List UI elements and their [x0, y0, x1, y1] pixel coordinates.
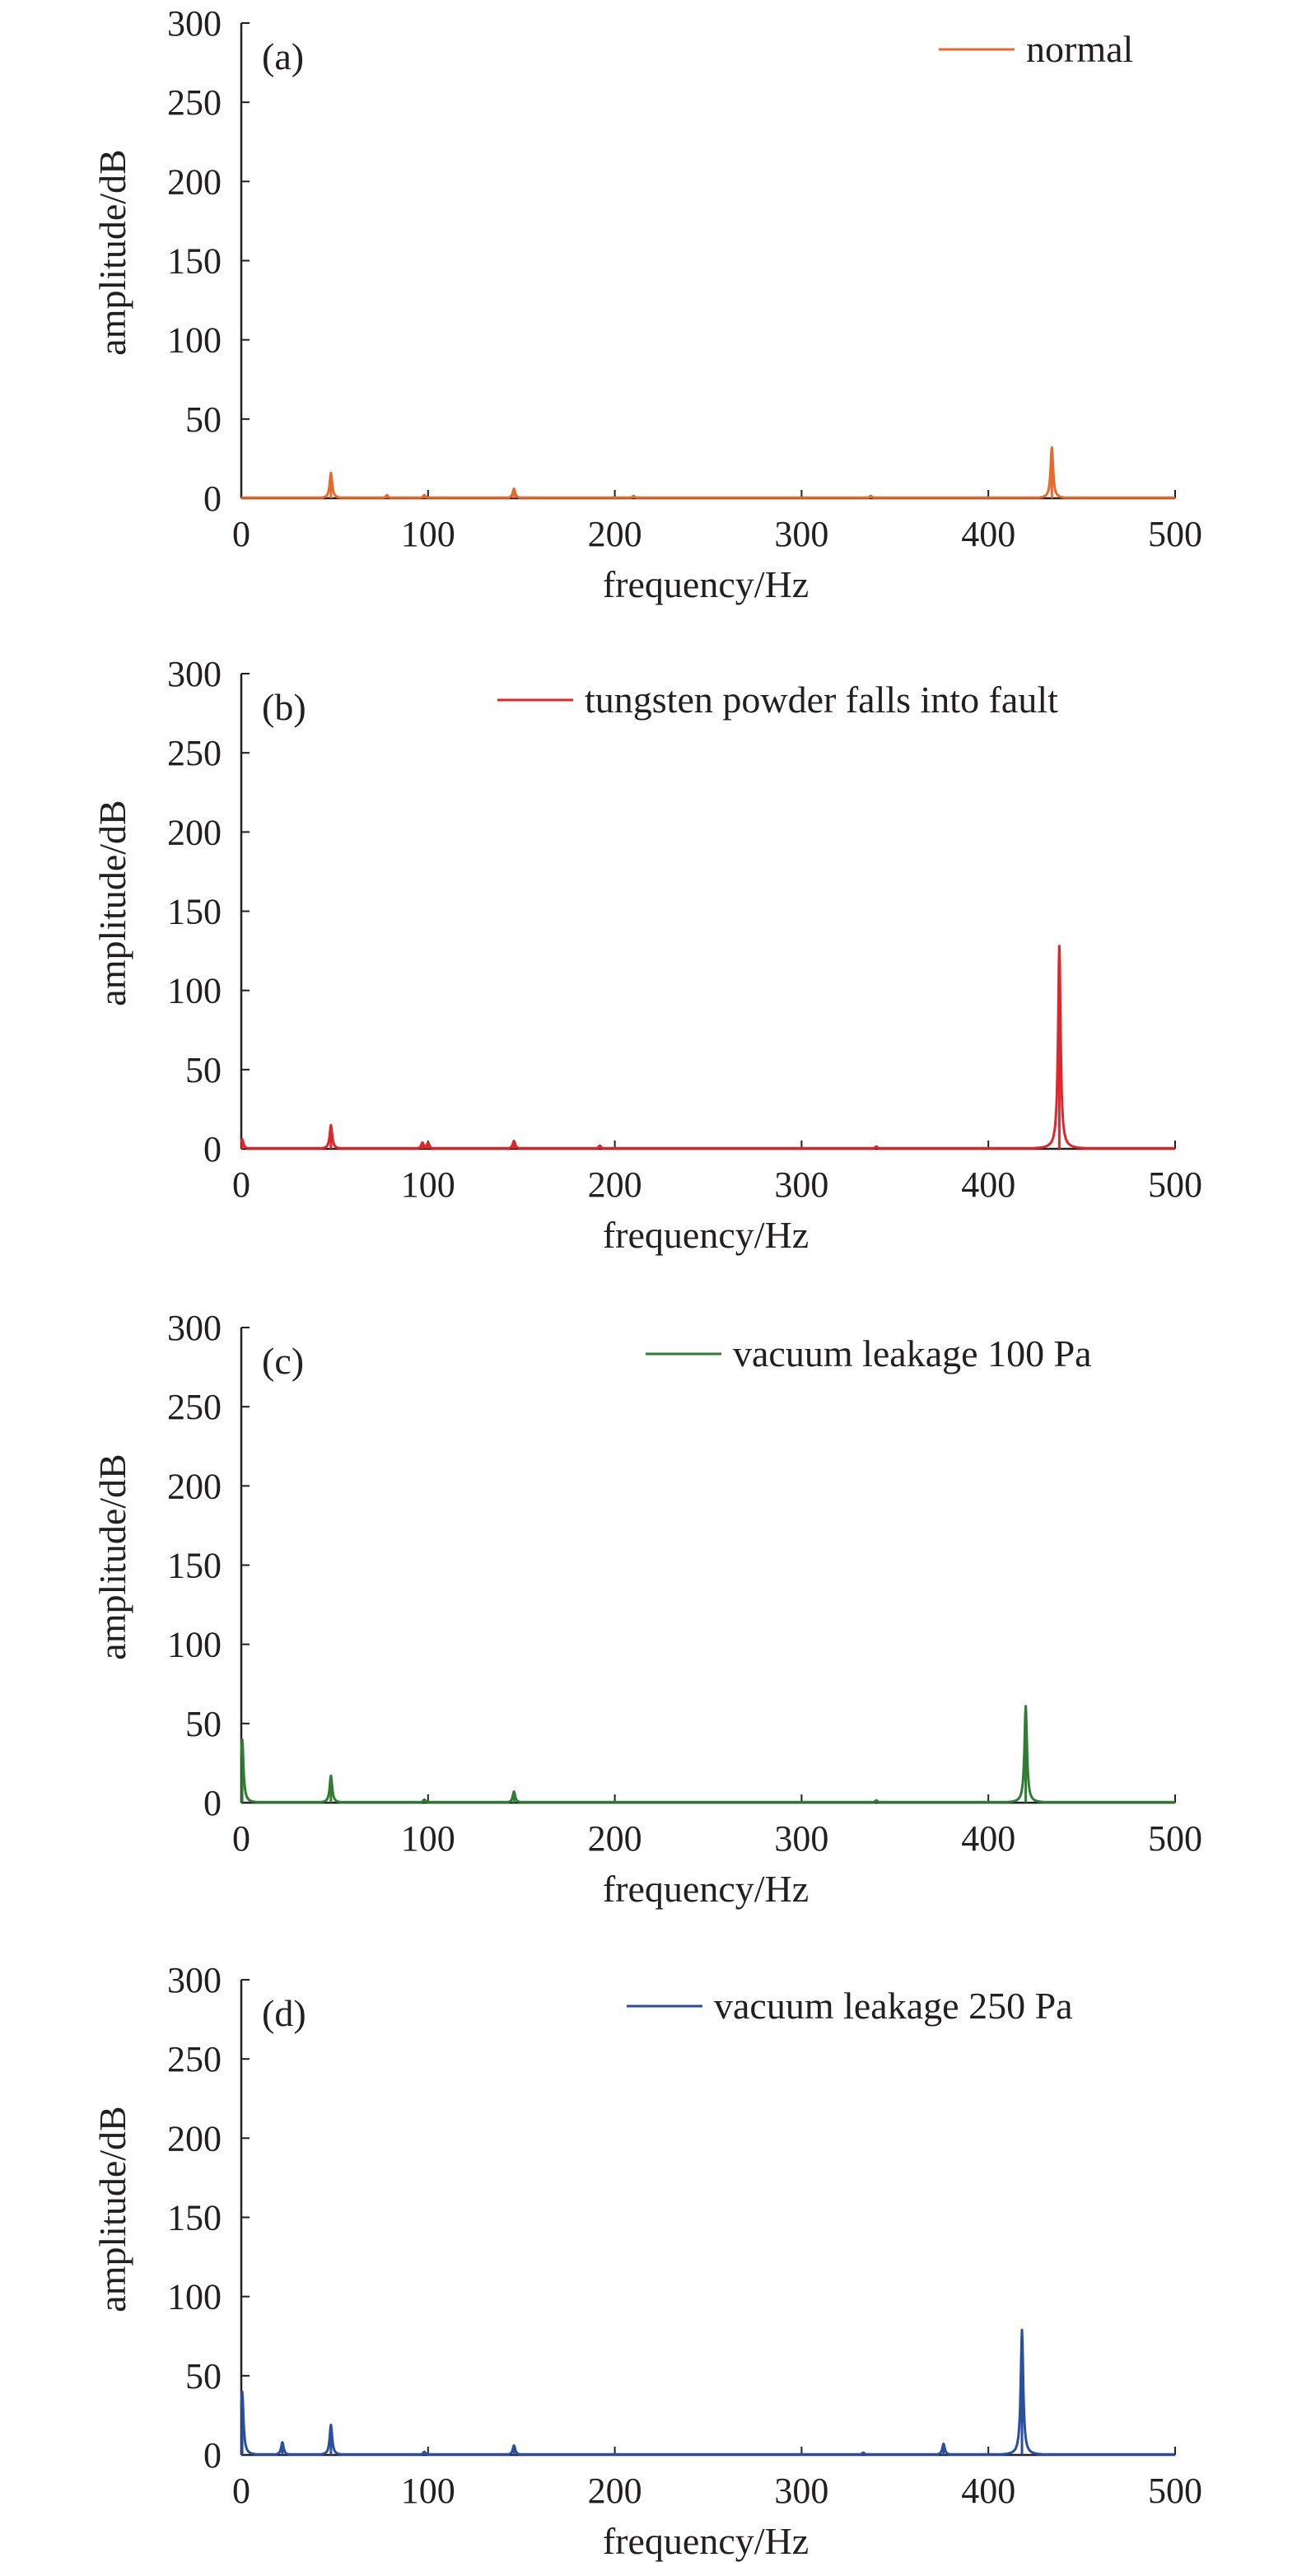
- x-tick-label: 300: [774, 514, 828, 554]
- y-tick-label: 200: [167, 2118, 222, 2158]
- y-tick-label: 0: [203, 1783, 222, 1823]
- y-tick-label: 300: [167, 654, 222, 694]
- x-tick-label: 400: [961, 2471, 1015, 2511]
- x-tick-label: 0: [232, 1164, 250, 1205]
- y-tick-label: 250: [167, 2039, 222, 2079]
- x-tick-label: 0: [232, 514, 250, 554]
- y-axis-title: amplitude/dB: [91, 149, 133, 355]
- y-tick-label: 300: [167, 3, 222, 44]
- x-axis-title: frequency/Hz: [603, 2520, 809, 2562]
- x-tick-label: 100: [401, 2471, 455, 2511]
- panel-label: (d): [262, 1992, 306, 2034]
- y-tick-label: 0: [203, 1129, 222, 1169]
- y-tick-label: 200: [167, 1466, 222, 1506]
- y-tick-label: 150: [167, 241, 222, 282]
- x-tick-label: 500: [1148, 1164, 1202, 1205]
- y-axis-title: amplitude/dB: [91, 1454, 133, 1659]
- y-tick-label: 150: [167, 892, 222, 932]
- y-tick-label: 300: [167, 1308, 222, 1348]
- y-tick-label: 150: [167, 2198, 222, 2238]
- panel-label: (b): [262, 686, 306, 728]
- x-tick-label: 300: [774, 1164, 828, 1205]
- legend-label: vacuum leakage 250 Pa: [714, 1985, 1073, 2027]
- spectrum-series-line: [240, 2328, 1176, 2456]
- x-tick-label: 200: [588, 1164, 642, 1205]
- x-tick-label: 500: [1148, 514, 1202, 554]
- x-tick-label: 0: [232, 1818, 250, 1859]
- y-tick-label: 50: [185, 1704, 222, 1744]
- chart-panel: 0 100 200 300 400 500 0 50 100 150 200 250 300 freque…: [91, 1960, 1202, 2562]
- y-axis-title: amplitude/dB: [91, 2106, 133, 2312]
- x-tick-label: 0: [232, 2471, 250, 2511]
- x-tick-label: 300: [774, 2471, 828, 2511]
- x-tick-label: 300: [774, 1818, 828, 1859]
- x-tick-label: 200: [588, 1818, 642, 1859]
- legend-label: vacuum leakage 100 Pa: [733, 1332, 1092, 1374]
- panel-label: (c): [262, 1340, 304, 1382]
- y-tick-label: 250: [167, 733, 222, 773]
- chart-panel: 0 100 200 300 400 500 0 50 100 150 200 250 300 freque…: [91, 654, 1202, 1256]
- x-axis-title: frequency/Hz: [603, 1868, 809, 1910]
- y-tick-label: 50: [185, 2356, 222, 2396]
- x-tick-label: 400: [961, 1164, 1015, 1205]
- x-tick-label: 100: [401, 1818, 455, 1859]
- spectrum-series-line: [240, 1705, 1176, 1804]
- x-tick-label: 200: [588, 514, 642, 554]
- chart-panel: 0 100 200 300 400 500 0 50 100 150 200 250 300 freque…: [91, 1308, 1202, 1910]
- x-axis-title: frequency/Hz: [603, 563, 809, 605]
- y-tick-label: 250: [167, 82, 222, 123]
- y-tick-label: 50: [185, 399, 222, 440]
- spectrum-series-line: [240, 945, 1176, 1150]
- x-tick-label: 400: [961, 514, 1015, 554]
- spectrum-series-line: [240, 446, 1176, 499]
- chart-panel: 0 100 200 300 400 500 0 50 100 150 200 250 300 freque…: [91, 3, 1202, 605]
- y-tick-label: 200: [167, 812, 222, 852]
- panel-label: (a): [262, 35, 304, 77]
- x-tick-label: 200: [588, 2471, 642, 2511]
- y-axis-title: amplitude/dB: [91, 800, 133, 1006]
- x-axis-title: frequency/Hz: [603, 1214, 809, 1256]
- y-tick-label: 300: [167, 1960, 222, 2000]
- y-tick-label: 50: [185, 1050, 222, 1090]
- x-tick-label: 100: [401, 514, 455, 554]
- legend-label: normal: [1026, 28, 1133, 70]
- y-tick-label: 150: [167, 1546, 222, 1586]
- y-tick-label: 100: [167, 320, 222, 361]
- x-tick-label: 100: [401, 1164, 455, 1205]
- y-tick-label: 100: [167, 971, 222, 1011]
- y-tick-label: 100: [167, 2277, 222, 2317]
- y-tick-label: 200: [167, 161, 222, 202]
- y-tick-label: 0: [203, 2435, 222, 2476]
- x-tick-label: 400: [961, 1818, 1015, 1859]
- y-tick-label: 250: [167, 1387, 222, 1427]
- y-tick-label: 0: [203, 478, 222, 519]
- legend-label: tungsten powder falls into fault: [585, 679, 1058, 721]
- y-tick-label: 100: [167, 1625, 222, 1665]
- x-tick-label: 500: [1148, 1818, 1202, 1859]
- x-tick-label: 500: [1148, 2471, 1202, 2511]
